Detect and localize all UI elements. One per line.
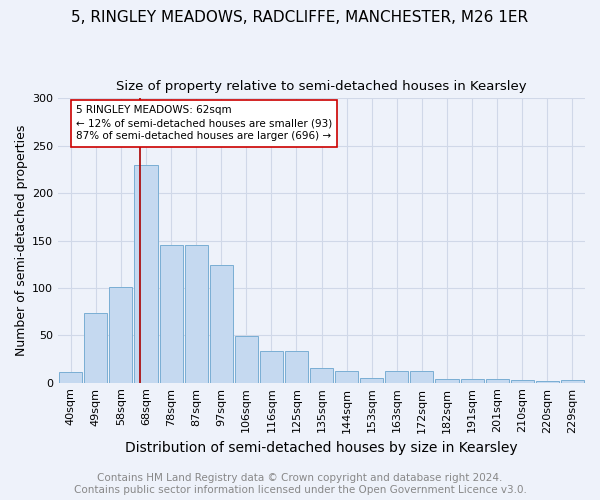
Bar [360,378,383,382]
Bar [436,379,458,382]
Bar [59,372,82,382]
Bar [134,164,158,382]
Bar [160,245,182,382]
Bar [209,265,233,382]
Title: Size of property relative to semi-detached houses in Kearsley: Size of property relative to semi-detach… [116,80,527,93]
Bar [109,287,133,382]
Bar [536,381,559,382]
Bar [285,352,308,382]
Bar [511,380,534,382]
Bar [185,245,208,382]
Bar [485,379,509,382]
Text: 5 RINGLEY MEADOWS: 62sqm
← 12% of semi-detached houses are smaller (93)
87% of s: 5 RINGLEY MEADOWS: 62sqm ← 12% of semi-d… [76,105,332,142]
Bar [260,352,283,382]
Text: Contains HM Land Registry data © Crown copyright and database right 2024.
Contai: Contains HM Land Registry data © Crown c… [74,474,526,495]
Bar [235,336,258,382]
Text: 5, RINGLEY MEADOWS, RADCLIFFE, MANCHESTER, M26 1ER: 5, RINGLEY MEADOWS, RADCLIFFE, MANCHESTE… [71,10,529,25]
Bar [310,368,333,382]
X-axis label: Distribution of semi-detached houses by size in Kearsley: Distribution of semi-detached houses by … [125,441,518,455]
Bar [561,380,584,382]
Bar [335,372,358,382]
Bar [84,314,107,382]
Y-axis label: Number of semi-detached properties: Number of semi-detached properties [15,125,28,356]
Bar [461,379,484,382]
Bar [410,372,433,382]
Bar [385,372,409,382]
